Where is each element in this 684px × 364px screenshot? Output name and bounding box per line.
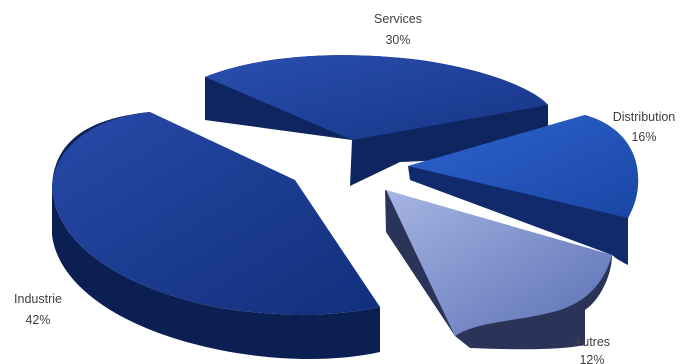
slice-top [408,115,639,218]
pie-slice-industrie [52,112,380,359]
label-distribution-name: Distribution [613,110,676,124]
label-industrie-value: 42% [25,313,50,327]
slice-top [52,112,380,315]
pie-slice-autres [385,190,612,350]
slice-side [52,190,380,359]
slice-top [386,190,612,336]
label-distribution-value: 16% [631,130,656,144]
label-autres-value: 12% [579,353,604,364]
pie-slice-distribution [408,115,639,265]
label-services-value: 30% [385,33,410,47]
label-industrie-name: Industrie [14,292,62,306]
label-services-name: Services [374,12,422,26]
label-autres-name: Autres [574,335,610,349]
slice-top [205,55,548,140]
